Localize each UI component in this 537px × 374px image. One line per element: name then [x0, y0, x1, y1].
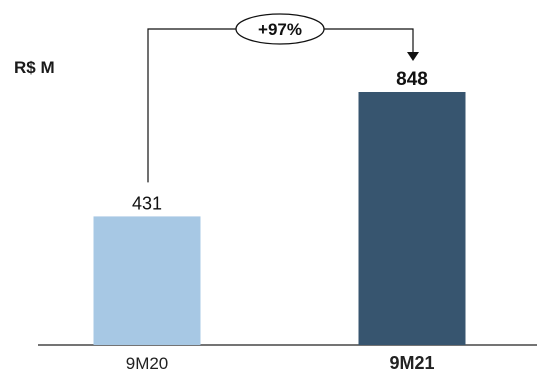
bar-9m21	[358, 92, 466, 345]
growth-badge	[235, 13, 325, 45]
growth-label: +97%	[258, 20, 302, 39]
tick-label-9m20: 9M20	[126, 354, 169, 373]
tick-label-9m21: 9M21	[389, 353, 434, 373]
data-label-9m21: 848	[396, 69, 428, 90]
growth-connector-right	[324, 28, 414, 52]
bar-9m20	[93, 216, 201, 345]
growth-connector-left	[147, 28, 236, 183]
data-label-9m20: 431	[132, 193, 162, 213]
growth-arrowhead-icon	[407, 52, 419, 61]
unit-label: R$ M	[14, 58, 55, 77]
